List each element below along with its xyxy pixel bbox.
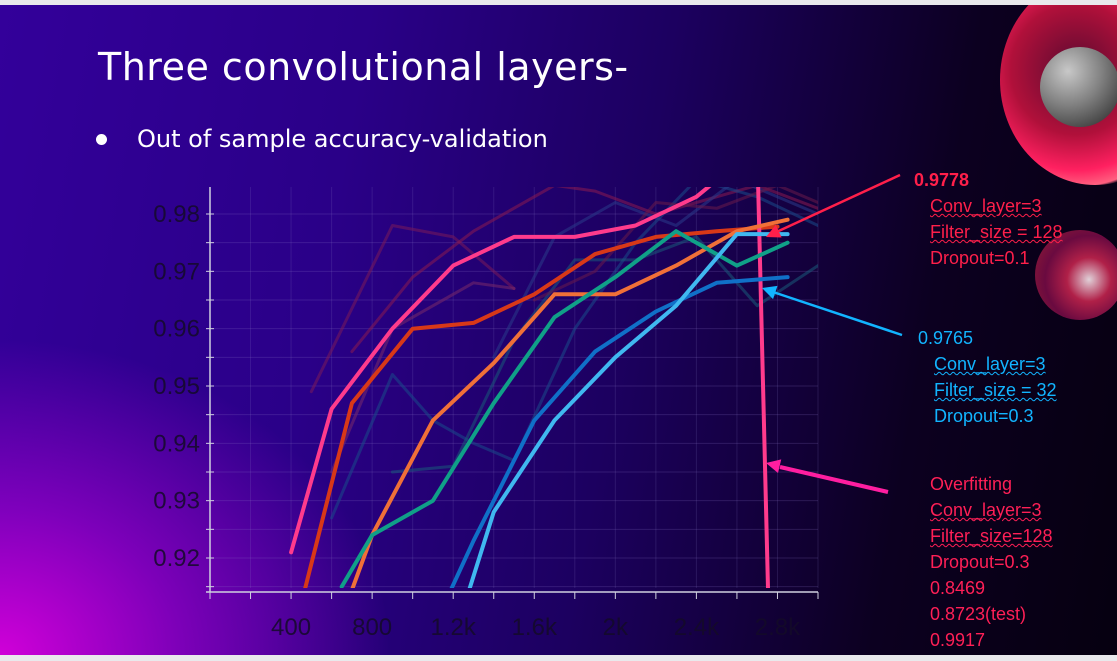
series-line-faint-2 bbox=[330, 281, 516, 474]
series-line-faint-7 bbox=[532, 187, 818, 302]
annotation-filter: Filter_size = 128 bbox=[930, 222, 1063, 242]
series-line-overfitting-pink bbox=[289, 187, 770, 588]
x-tick-label: 2.4k bbox=[674, 614, 720, 641]
y-tick-label: 0.92 bbox=[153, 545, 200, 572]
bullet-item: Out of sample accuracy-validation bbox=[96, 125, 548, 153]
chart-grid bbox=[210, 187, 819, 588]
x-tick-label: 2k bbox=[603, 614, 629, 641]
annotation-filter: Filter_size = 32 bbox=[934, 380, 1057, 400]
y-tick-label: 0.95 bbox=[153, 373, 200, 400]
series-line-filter32-dropout0.3 bbox=[467, 232, 790, 588]
y-tick-label: 0.98 bbox=[153, 201, 200, 228]
decorative-orb-small bbox=[1035, 230, 1117, 320]
series-layer bbox=[289, 187, 790, 588]
accuracy-chart: 0.92 0.93 0.94 0.95 0.96 0.97 0.98 400 800 1.2k 1.… bbox=[153, 173, 903, 641]
y-tick-label: 0.97 bbox=[153, 258, 200, 285]
x-tick-label: 1.6k bbox=[512, 614, 558, 641]
annotation-filter: Filter_size=128 bbox=[930, 526, 1053, 546]
x-tick-label: 1.2k bbox=[431, 614, 477, 641]
slide-title: Three convolutional layers- bbox=[98, 45, 629, 89]
faint-series-layer bbox=[309, 187, 818, 520]
annotation-dropout: Dropout=0.3 bbox=[934, 406, 1034, 426]
series-line-filter128-dropout0.1 bbox=[303, 224, 780, 588]
arrow-blue-head bbox=[762, 285, 778, 300]
annotation-arrows bbox=[762, 173, 903, 494]
x-tick-label: 400 bbox=[271, 614, 311, 641]
series-line-faint-5 bbox=[390, 235, 818, 474]
arrow-red-head bbox=[766, 224, 782, 238]
x-tick-label: 800 bbox=[352, 614, 392, 641]
y-tick-label: 0.94 bbox=[153, 430, 200, 457]
annotation-value-2: 0.8723(test) bbox=[930, 604, 1027, 624]
chart-axes bbox=[206, 187, 819, 599]
annotation-conv: Conv_layer=3 bbox=[930, 196, 1042, 216]
annotation-title: Overfitting bbox=[930, 474, 1013, 494]
annotation-conv: Conv_layer=3 bbox=[930, 500, 1042, 520]
annotation-dropout: Dropout=0.1 bbox=[930, 248, 1030, 268]
bullet-icon bbox=[96, 133, 107, 145]
y-tick-label: 0.93 bbox=[153, 488, 200, 515]
arrow-blue-line bbox=[769, 289, 903, 337]
series-line-faint-1 bbox=[309, 224, 516, 394]
annotation-conv: Conv_layer=3 bbox=[934, 354, 1046, 374]
arrow-red-line bbox=[769, 173, 901, 237]
decorative-orb-grey bbox=[1040, 47, 1117, 127]
annotation-dropout: Dropout=0.3 bbox=[930, 552, 1030, 572]
tick-labels: 0.92 0.93 0.94 0.95 0.96 0.97 0.98 400 800 1.2k 1.… bbox=[153, 201, 801, 641]
annotation-value-1: 0.8469 bbox=[930, 578, 986, 598]
annotation-value: 0.9765 bbox=[918, 328, 974, 348]
arrow-pink-head bbox=[766, 459, 782, 474]
y-tick-label: 0.96 bbox=[153, 316, 200, 343]
series-line-faint-3 bbox=[350, 187, 818, 354]
annotation-best-128: 0.9778 Conv_layer=3 Filter_size = 128 Dr… bbox=[914, 167, 1063, 271]
series-line-teal bbox=[339, 229, 790, 588]
annotation-overfitting: Overfitting Conv_layer=3 Filter_size=128… bbox=[930, 471, 1053, 653]
annotation-value: 0.9778 bbox=[914, 170, 970, 190]
slide: Three convolutional layers- Out of sampl… bbox=[0, 5, 1117, 655]
arrow-pink-line bbox=[779, 465, 889, 494]
bullet-text: Out of sample accuracy-validation bbox=[137, 125, 548, 153]
x-tick-label: 2.8k bbox=[755, 614, 801, 641]
series-line-orange bbox=[350, 217, 790, 588]
annotation-best-32: 0.9765 Conv_layer=3 Filter_size = 32 Dro… bbox=[918, 325, 1057, 429]
annotation-value-3: 0.9917 bbox=[930, 630, 986, 650]
series-line-mid-blue bbox=[449, 275, 790, 588]
